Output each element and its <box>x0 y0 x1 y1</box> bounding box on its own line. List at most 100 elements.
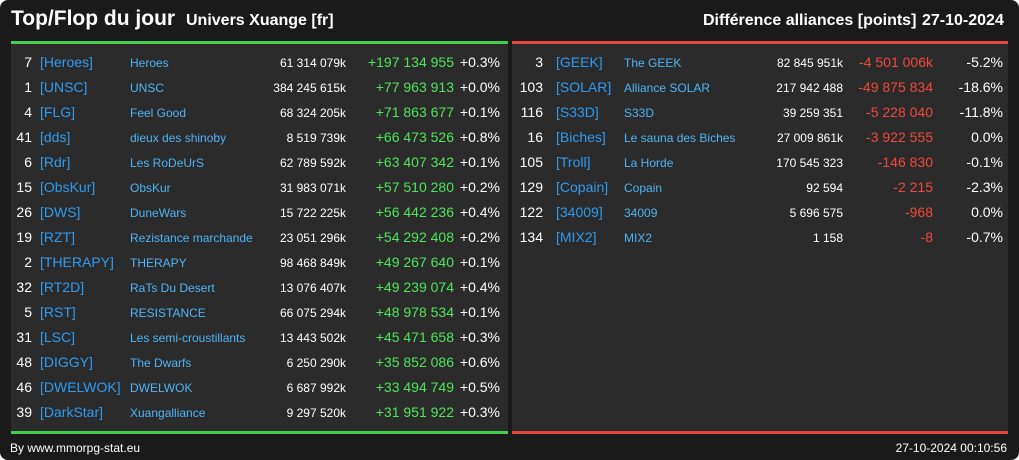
top-row: 2 [THERAPY] THERAPY 98 468 849k +49 267 640 +… <box>11 250 508 275</box>
alliance-points: 23 051 296k <box>279 231 346 245</box>
alliance-tag-link[interactable]: [Copain] <box>556 179 609 195</box>
points-change: +31 951 922 <box>375 404 454 420</box>
alliance-rank: 116 <box>520 104 543 120</box>
percent-change: -0.7% <box>966 229 1003 245</box>
percent-change: +0.3% <box>459 329 500 345</box>
alliance-rank: 134 <box>519 229 543 245</box>
alliance-tag-link[interactable]: [DWS] <box>40 204 81 220</box>
alliance-tag-link[interactable]: [ObsKur] <box>40 179 96 195</box>
alliance-name-link[interactable]: Les semi-croustillants <box>130 331 246 345</box>
alliance-name-link[interactable]: RaTs Du Desert <box>130 281 215 295</box>
alliance-rank: 122 <box>519 204 543 220</box>
alliance-rank: 39 <box>16 404 32 420</box>
alliance-name-link[interactable]: Alliance SOLAR <box>624 81 711 95</box>
alliance-tag-link[interactable]: [S33D] <box>556 104 599 120</box>
universe-subtitle: Univers Xuange [fr] <box>186 12 334 29</box>
alliance-tag-link[interactable]: [RT2D] <box>40 279 85 295</box>
alliance-name-link[interactable]: dieux des shinoby <box>130 131 227 145</box>
alliance-name-link[interactable]: Le sauna des Biches <box>624 131 736 145</box>
alliance-tag-link[interactable]: [Troll] <box>556 154 591 170</box>
flop-row: 105 [Troll] La Horde 170 545 323 -146 830 -0.… <box>512 150 1008 175</box>
points-change: +66 473 526 <box>375 129 454 145</box>
alliance-tag-link[interactable]: [GEEK] <box>556 54 603 70</box>
alliance-points: 98 468 849k <box>279 256 346 270</box>
alliance-tag-link[interactable]: [SOLAR] <box>556 79 612 95</box>
flop-row: 16 [Biches] Le sauna des Biches 27 009 861k… <box>512 125 1008 150</box>
alliance-rank: 1 <box>24 79 32 95</box>
alliance-name-link[interactable]: The Dwarfs <box>130 356 192 370</box>
alliance-rank: 103 <box>519 79 543 95</box>
alliance-tag-link[interactable]: [DarkStar] <box>40 404 104 420</box>
points-change: -8 <box>920 229 933 245</box>
points-change: -2 215 <box>893 179 933 195</box>
alliance-tag-link[interactable]: [THERAPY] <box>40 254 114 270</box>
alliance-points: 62 789 592k <box>279 156 346 170</box>
alliance-points: 6 250 290k <box>286 356 346 370</box>
points-change: +77 963 913 <box>375 79 454 95</box>
header-date: 27-10-2024 <box>922 12 1004 29</box>
alliance-name-link[interactable]: THERAPY <box>130 256 187 270</box>
points-change: -4 501 006k <box>859 54 933 70</box>
alliance-tag-link[interactable]: [DWELWOK] <box>40 379 121 395</box>
points-change: +71 863 677 <box>375 104 454 120</box>
top-row: 39 [DarkStar] Xuangalliance 9 297 520k +31 9… <box>11 400 508 425</box>
alliance-name-link[interactable]: La Horde <box>624 156 674 170</box>
alliance-name-link[interactable]: Heroes <box>130 56 169 70</box>
alliance-points: 13 076 407k <box>279 281 346 295</box>
alliance-points: 31 983 071k <box>279 181 346 195</box>
percent-change: +0.8% <box>459 129 500 145</box>
alliance-tag-link[interactable]: [Biches] <box>556 129 606 145</box>
top-row: 15 [ObsKur] ObsKur 31 983 071k +57 510 280 +0… <box>11 175 508 200</box>
alliance-tag-link[interactable]: [34009] <box>556 204 603 220</box>
alliance-name-link[interactable]: DuneWars <box>130 206 187 220</box>
alliance-points: 9 297 520k <box>286 406 346 420</box>
alliance-name-link[interactable]: Xuangalliance <box>130 406 206 420</box>
alliance-rank: 3 <box>535 54 543 70</box>
alliance-name-link[interactable]: 34009 <box>624 206 658 220</box>
alliance-tag-link[interactable]: [RST] <box>40 304 76 320</box>
alliance-rank: 7 <box>24 54 32 70</box>
alliance-name-link[interactable]: DWELWOK <box>130 381 193 395</box>
alliance-rank: 19 <box>16 229 32 245</box>
alliance-name-link[interactable]: Feel Good <box>130 106 187 120</box>
alliance-tag-link[interactable]: [Rdr] <box>40 154 71 170</box>
percent-change: 0.0% <box>971 129 1003 145</box>
alliance-name-link[interactable]: RESISTANCE <box>130 306 206 320</box>
alliance-tag-link[interactable]: [UNSC] <box>40 79 88 95</box>
flop-row: 122 [34009] 34009 5 696 575 -968 0.0% <box>512 200 1008 225</box>
alliance-points: 27 009 861k <box>776 131 843 145</box>
percent-change: -11.8% <box>959 104 1003 120</box>
percent-change: +0.5% <box>459 379 500 395</box>
alliance-tag-link[interactable]: [DIGGY] <box>40 354 93 370</box>
points-change: +54 292 408 <box>375 229 454 245</box>
top-alliances-panel: 7 [Heroes] Heroes 61 314 079k +197 134 955 +0… <box>11 41 508 434</box>
alliance-rank: 48 <box>16 354 32 370</box>
alliance-name-link[interactable]: Copain <box>624 181 663 195</box>
alliance-rank: 31 <box>16 329 32 345</box>
alliance-points: 15 722 225k <box>279 206 346 220</box>
difference-label: Différence alliances [points] <box>703 12 917 29</box>
alliance-name-link[interactable]: ObsKur <box>130 181 171 195</box>
alliance-name-link[interactable]: Les RoDeUrS <box>130 156 205 170</box>
flop-row: 116 [S33D] S33D 39 259 351 -5 228 040 -11.8% <box>512 100 1008 125</box>
alliance-rank: 26 <box>16 204 32 220</box>
percent-change: +0.3% <box>459 54 500 70</box>
alliance-tag-link[interactable]: [Heroes] <box>40 54 93 70</box>
alliance-tag-link[interactable]: [MIX2] <box>556 229 597 245</box>
alliance-name-link[interactable]: MIX2 <box>624 231 653 245</box>
alliance-points: 92 594 <box>806 181 843 195</box>
alliance-name-link[interactable]: UNSC <box>130 81 165 95</box>
alliance-tag-link[interactable]: [FLG] <box>40 104 76 120</box>
points-change: +33 494 749 <box>375 379 454 395</box>
alliance-tag-link[interactable]: [dds] <box>40 129 71 145</box>
alliance-name-link[interactable]: The GEEK <box>624 56 682 70</box>
alliance-name-link[interactable]: Rezistance marchande <box>130 231 253 245</box>
alliance-points: 1 158 <box>812 231 843 245</box>
points-change: +35 852 086 <box>375 354 454 370</box>
alliance-name-link[interactable]: S33D <box>624 106 655 120</box>
source-credit: By www.mmorpg-stat.eu <box>10 441 141 455</box>
points-change: +63 407 342 <box>375 154 454 170</box>
points-change: +45 471 658 <box>375 329 454 345</box>
alliance-tag-link[interactable]: [LSC] <box>40 329 76 345</box>
alliance-tag-link[interactable]: [RZT] <box>40 229 75 245</box>
